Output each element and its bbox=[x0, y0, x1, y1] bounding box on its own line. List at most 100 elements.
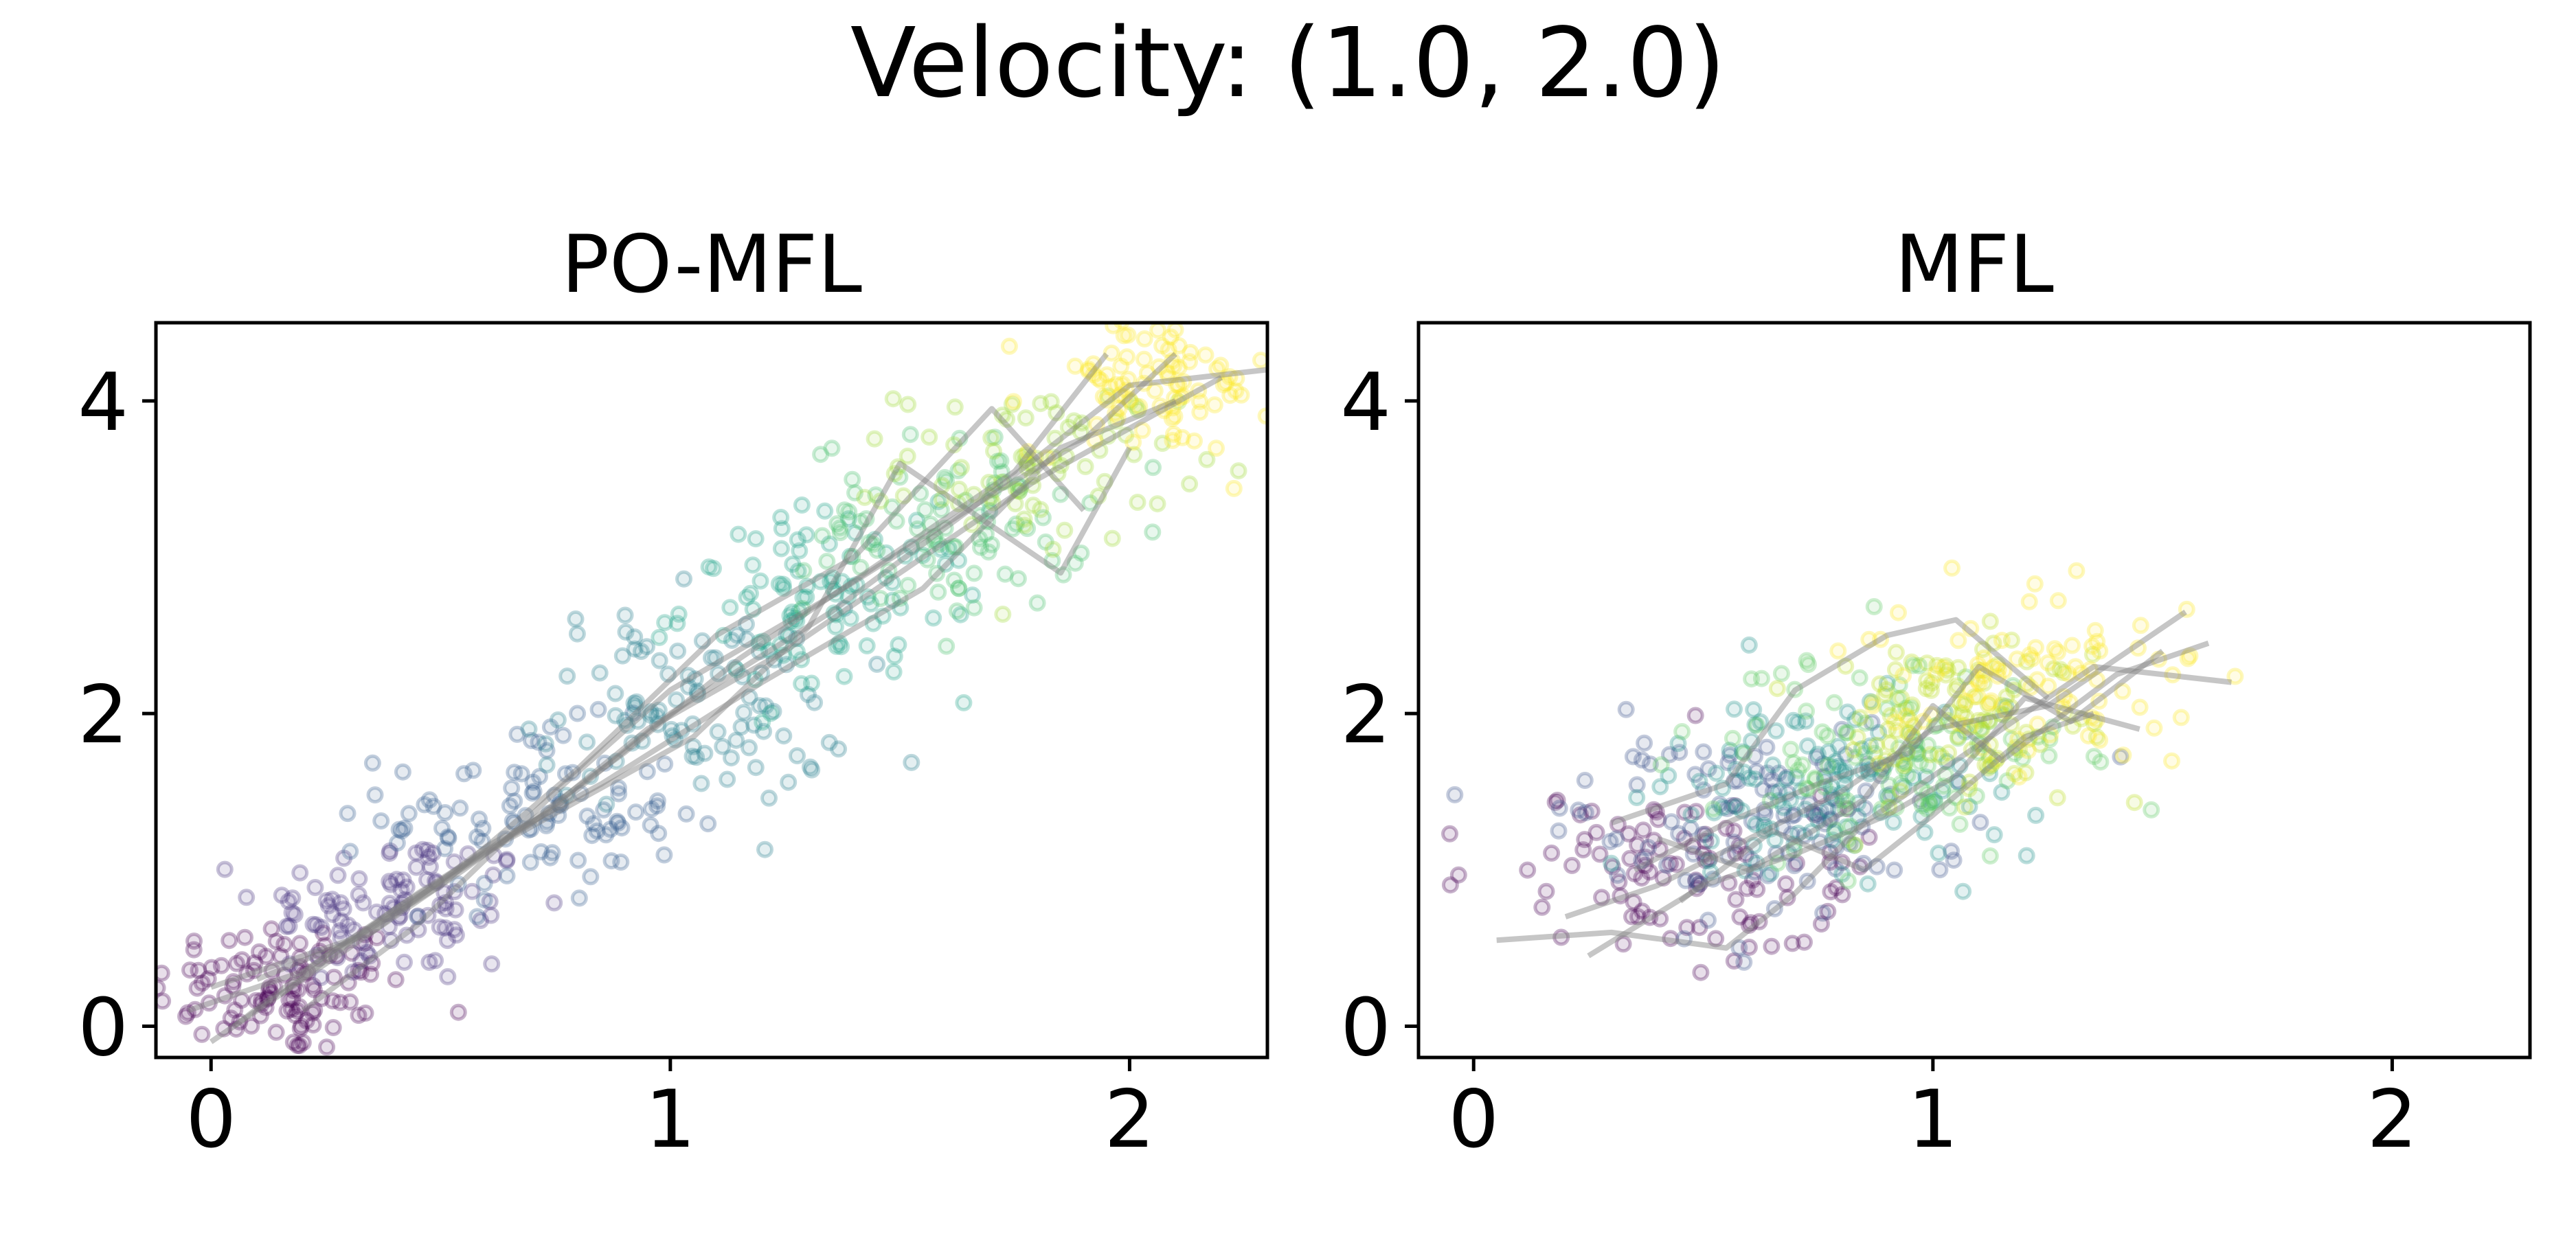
scatter-point bbox=[390, 821, 408, 838]
scatter-point bbox=[1704, 870, 1721, 888]
scatter-point bbox=[1777, 770, 1795, 788]
scatter-point bbox=[760, 642, 778, 660]
scatter-point bbox=[1823, 789, 1841, 807]
scatter-point bbox=[259, 990, 277, 1008]
scatter-point bbox=[780, 627, 798, 645]
scatter-point bbox=[280, 991, 298, 1009]
scatter-point bbox=[1727, 891, 1745, 908]
scatter-point bbox=[1687, 803, 1705, 821]
scatter-point bbox=[668, 615, 686, 632]
scatter-point bbox=[341, 843, 359, 860]
scatter-point bbox=[278, 1002, 296, 1020]
scatter-point bbox=[550, 806, 567, 824]
scatter-point bbox=[793, 599, 811, 617]
scatter-point bbox=[778, 626, 795, 644]
scatter-point bbox=[1851, 709, 1869, 726]
scatter-point bbox=[538, 742, 556, 759]
scatter-point bbox=[1807, 748, 1825, 766]
scatter-point bbox=[299, 963, 317, 981]
scatter-point bbox=[1593, 889, 1611, 906]
scatter-point bbox=[979, 513, 997, 531]
scatter-point bbox=[890, 636, 907, 654]
scatter-point bbox=[1972, 720, 1990, 737]
scatter-point bbox=[936, 556, 954, 573]
scatter-point bbox=[666, 731, 683, 748]
scatter-point bbox=[1849, 729, 1866, 746]
scatter-point bbox=[392, 881, 410, 899]
scatter-point bbox=[1778, 768, 1796, 786]
scatter-point bbox=[680, 678, 697, 696]
scatter-point bbox=[339, 805, 357, 823]
scatter-point bbox=[1118, 381, 1136, 399]
scatter-point bbox=[1989, 667, 2007, 685]
scatter-point bbox=[2005, 745, 2023, 763]
scatter-point bbox=[1164, 358, 1182, 375]
scatter-point bbox=[2040, 677, 2057, 695]
scatter-point bbox=[589, 700, 607, 718]
scatter-point bbox=[1743, 670, 1761, 688]
scatter-point bbox=[1043, 552, 1061, 569]
scatter-point bbox=[1809, 746, 1827, 763]
scatter-point bbox=[569, 705, 587, 722]
scatter-point bbox=[558, 667, 576, 685]
scatter-point bbox=[291, 935, 309, 952]
scatter-point bbox=[835, 599, 853, 617]
scatter-point bbox=[885, 648, 903, 665]
scatter-point bbox=[328, 949, 346, 967]
axes-frame bbox=[154, 321, 1269, 1060]
scatter-point bbox=[2083, 645, 2101, 663]
scatter-point bbox=[1603, 858, 1621, 876]
scatter-point bbox=[1783, 807, 1801, 825]
scatter-point bbox=[382, 932, 400, 949]
scatter-point bbox=[1918, 672, 1936, 689]
scatter-point bbox=[1721, 742, 1739, 759]
scatter-point bbox=[1756, 805, 1774, 823]
scatter-point bbox=[1190, 304, 1204, 317]
scatter-point bbox=[1830, 737, 1848, 755]
scatter-point bbox=[1792, 782, 1810, 800]
scatter-point bbox=[1812, 915, 1830, 933]
scatter-point bbox=[2054, 698, 2072, 716]
scatter-point bbox=[778, 656, 795, 674]
scatter-point bbox=[282, 1000, 300, 1018]
scatter-point bbox=[1024, 468, 1041, 485]
scatter-point bbox=[1027, 449, 1045, 467]
scatter-point bbox=[2010, 768, 2028, 786]
scatter-point bbox=[688, 748, 705, 766]
scatter-point bbox=[1954, 882, 1972, 900]
scatter-point bbox=[1687, 872, 1705, 890]
scatter-point bbox=[679, 667, 697, 685]
scatter-point bbox=[445, 921, 463, 939]
scatter-point bbox=[398, 926, 416, 944]
scatter-point bbox=[774, 646, 792, 664]
scatter-point bbox=[339, 916, 357, 934]
scatter-point bbox=[642, 703, 659, 721]
scatter-point bbox=[965, 485, 983, 503]
scatter-point bbox=[289, 1002, 306, 1020]
scatter-point bbox=[304, 1004, 321, 1022]
scatter-point bbox=[1016, 446, 1034, 464]
scatter-point bbox=[2181, 647, 2199, 665]
scatter-point bbox=[224, 977, 242, 995]
scatter-point bbox=[481, 893, 499, 911]
scatter-point bbox=[1886, 661, 1904, 678]
scatter-point bbox=[806, 694, 824, 711]
scatter-point bbox=[891, 589, 909, 607]
scatter-point bbox=[1985, 826, 2003, 844]
scatter-point bbox=[1878, 674, 1896, 692]
scatter-point bbox=[1839, 724, 1856, 742]
scatter-point bbox=[1149, 495, 1166, 513]
scatter-point bbox=[955, 694, 973, 711]
scatter-point bbox=[662, 720, 680, 738]
scatter-point bbox=[1015, 516, 1033, 534]
scatter-point bbox=[616, 711, 633, 729]
scatter-point bbox=[1797, 779, 1815, 797]
scatter-point bbox=[1919, 784, 1936, 802]
scatter-point bbox=[381, 895, 398, 912]
scatter-point bbox=[1684, 845, 1702, 863]
scatter-point bbox=[1018, 459, 1036, 477]
scatter-point bbox=[1006, 495, 1024, 513]
scatter-point bbox=[1974, 740, 1992, 757]
scatter-point bbox=[1160, 341, 1177, 358]
scatter-point bbox=[319, 897, 337, 915]
